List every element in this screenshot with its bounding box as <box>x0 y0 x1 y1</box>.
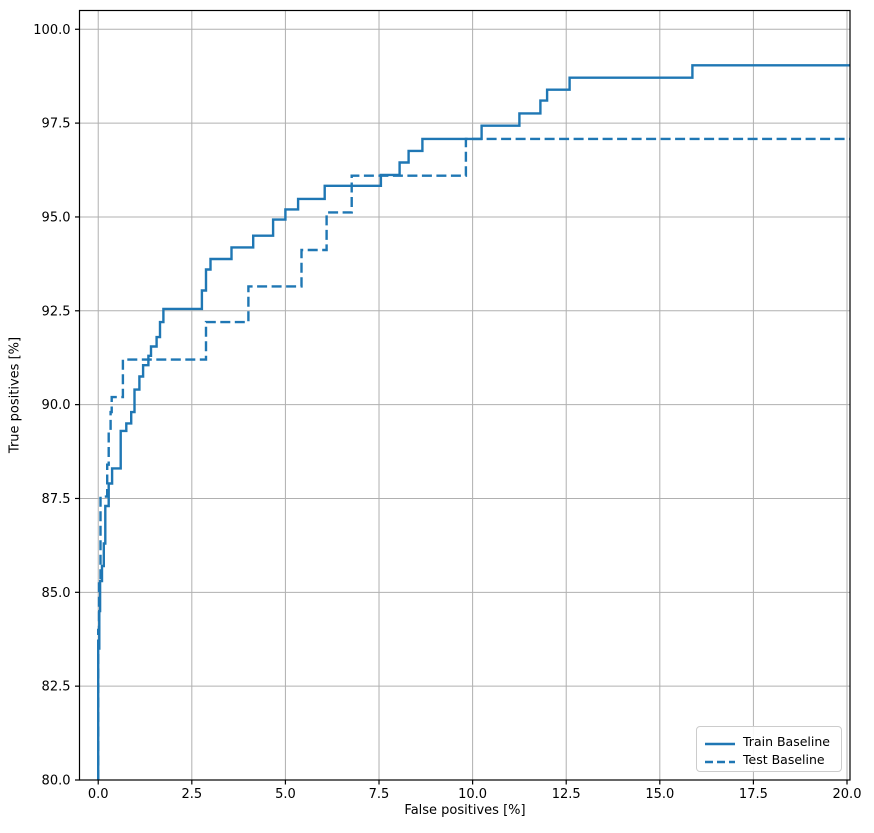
legend-entry-train-baseline: Train Baseline <box>705 732 833 750</box>
solid-line-sample-icon <box>705 732 735 751</box>
y-tick-label: 100.0 <box>33 23 70 38</box>
legend-label: Test Baseline <box>743 751 825 767</box>
y-tick-label: 90.0 <box>42 398 71 413</box>
y-tick-label: 95.0 <box>42 210 71 225</box>
x-tick-label: 12.5 <box>552 787 581 802</box>
x-tick-label: 2.5 <box>181 787 202 802</box>
y-axis-label: True positives [%] <box>7 336 23 454</box>
y-tick-label: 97.5 <box>42 117 71 132</box>
x-tick-label: 10.0 <box>458 787 487 802</box>
grid <box>79 10 850 781</box>
ticks: 0.0 2.5 5.0 7.5 10.0 12.5 15.0 17.5 20.0 80.0 82.5… <box>33 23 861 802</box>
axes-spines <box>78 9 851 781</box>
legend-entry-test-baseline: Test Baseline <box>705 750 833 768</box>
dashed-line-sample-icon <box>705 750 735 769</box>
x-tick-label: 7.5 <box>369 787 390 802</box>
y-tick-label: 80.0 <box>42 774 71 789</box>
x-tick-label: 20.0 <box>833 787 862 802</box>
series-test-baseline <box>96 137 850 780</box>
y-tick-label: 82.5 <box>42 680 71 695</box>
legend: Train Baseline Test Baseline <box>696 726 842 772</box>
x-tick-label: 17.5 <box>739 787 768 802</box>
series-train-baseline <box>96 64 850 780</box>
legend-label: Train Baseline <box>743 733 830 749</box>
y-tick-label: 92.5 <box>42 304 71 319</box>
x-tick-label: 0.0 <box>88 787 109 802</box>
x-tick-label: 15.0 <box>645 787 674 802</box>
x-tick-label: 5.0 <box>275 787 296 802</box>
y-tick-label: 85.0 <box>42 586 71 601</box>
x-axis-label: False positives [%] <box>404 803 526 818</box>
y-tick-label: 87.5 <box>42 492 71 507</box>
